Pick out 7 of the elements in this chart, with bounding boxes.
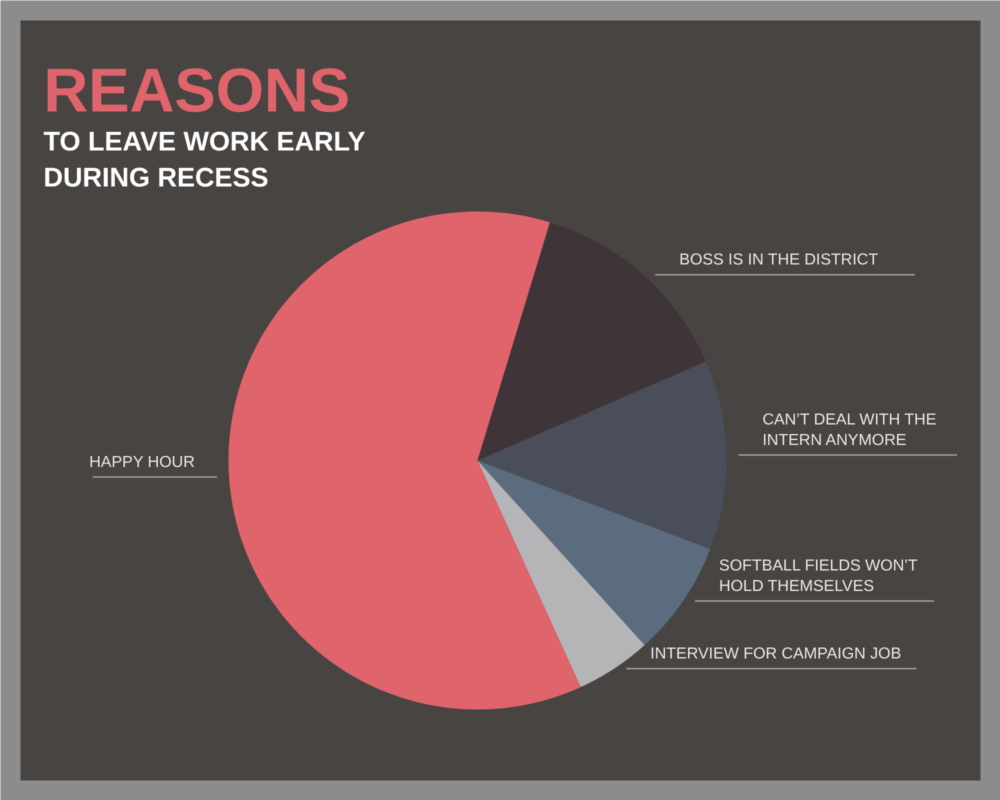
- slice-label: HAPPY HOUR: [89, 454, 195, 471]
- slice-label: INTERVIEW FOR CAMPAIGN JOB: [650, 646, 902, 663]
- slice-label: SOFTBALL FIELDS WON’T HOLD THEMSELVES: [719, 558, 918, 596]
- chart-title: REASONS: [44, 56, 350, 126]
- slice-label: BOSS IS IN THE DISTRICT: [679, 252, 878, 269]
- slice-label: CAN’T DEAL WITH THE INTERN ANYMORE: [762, 412, 936, 449]
- chart-subtitle: TO LEAVE WORK EARLY DURING RECESS: [44, 126, 366, 192]
